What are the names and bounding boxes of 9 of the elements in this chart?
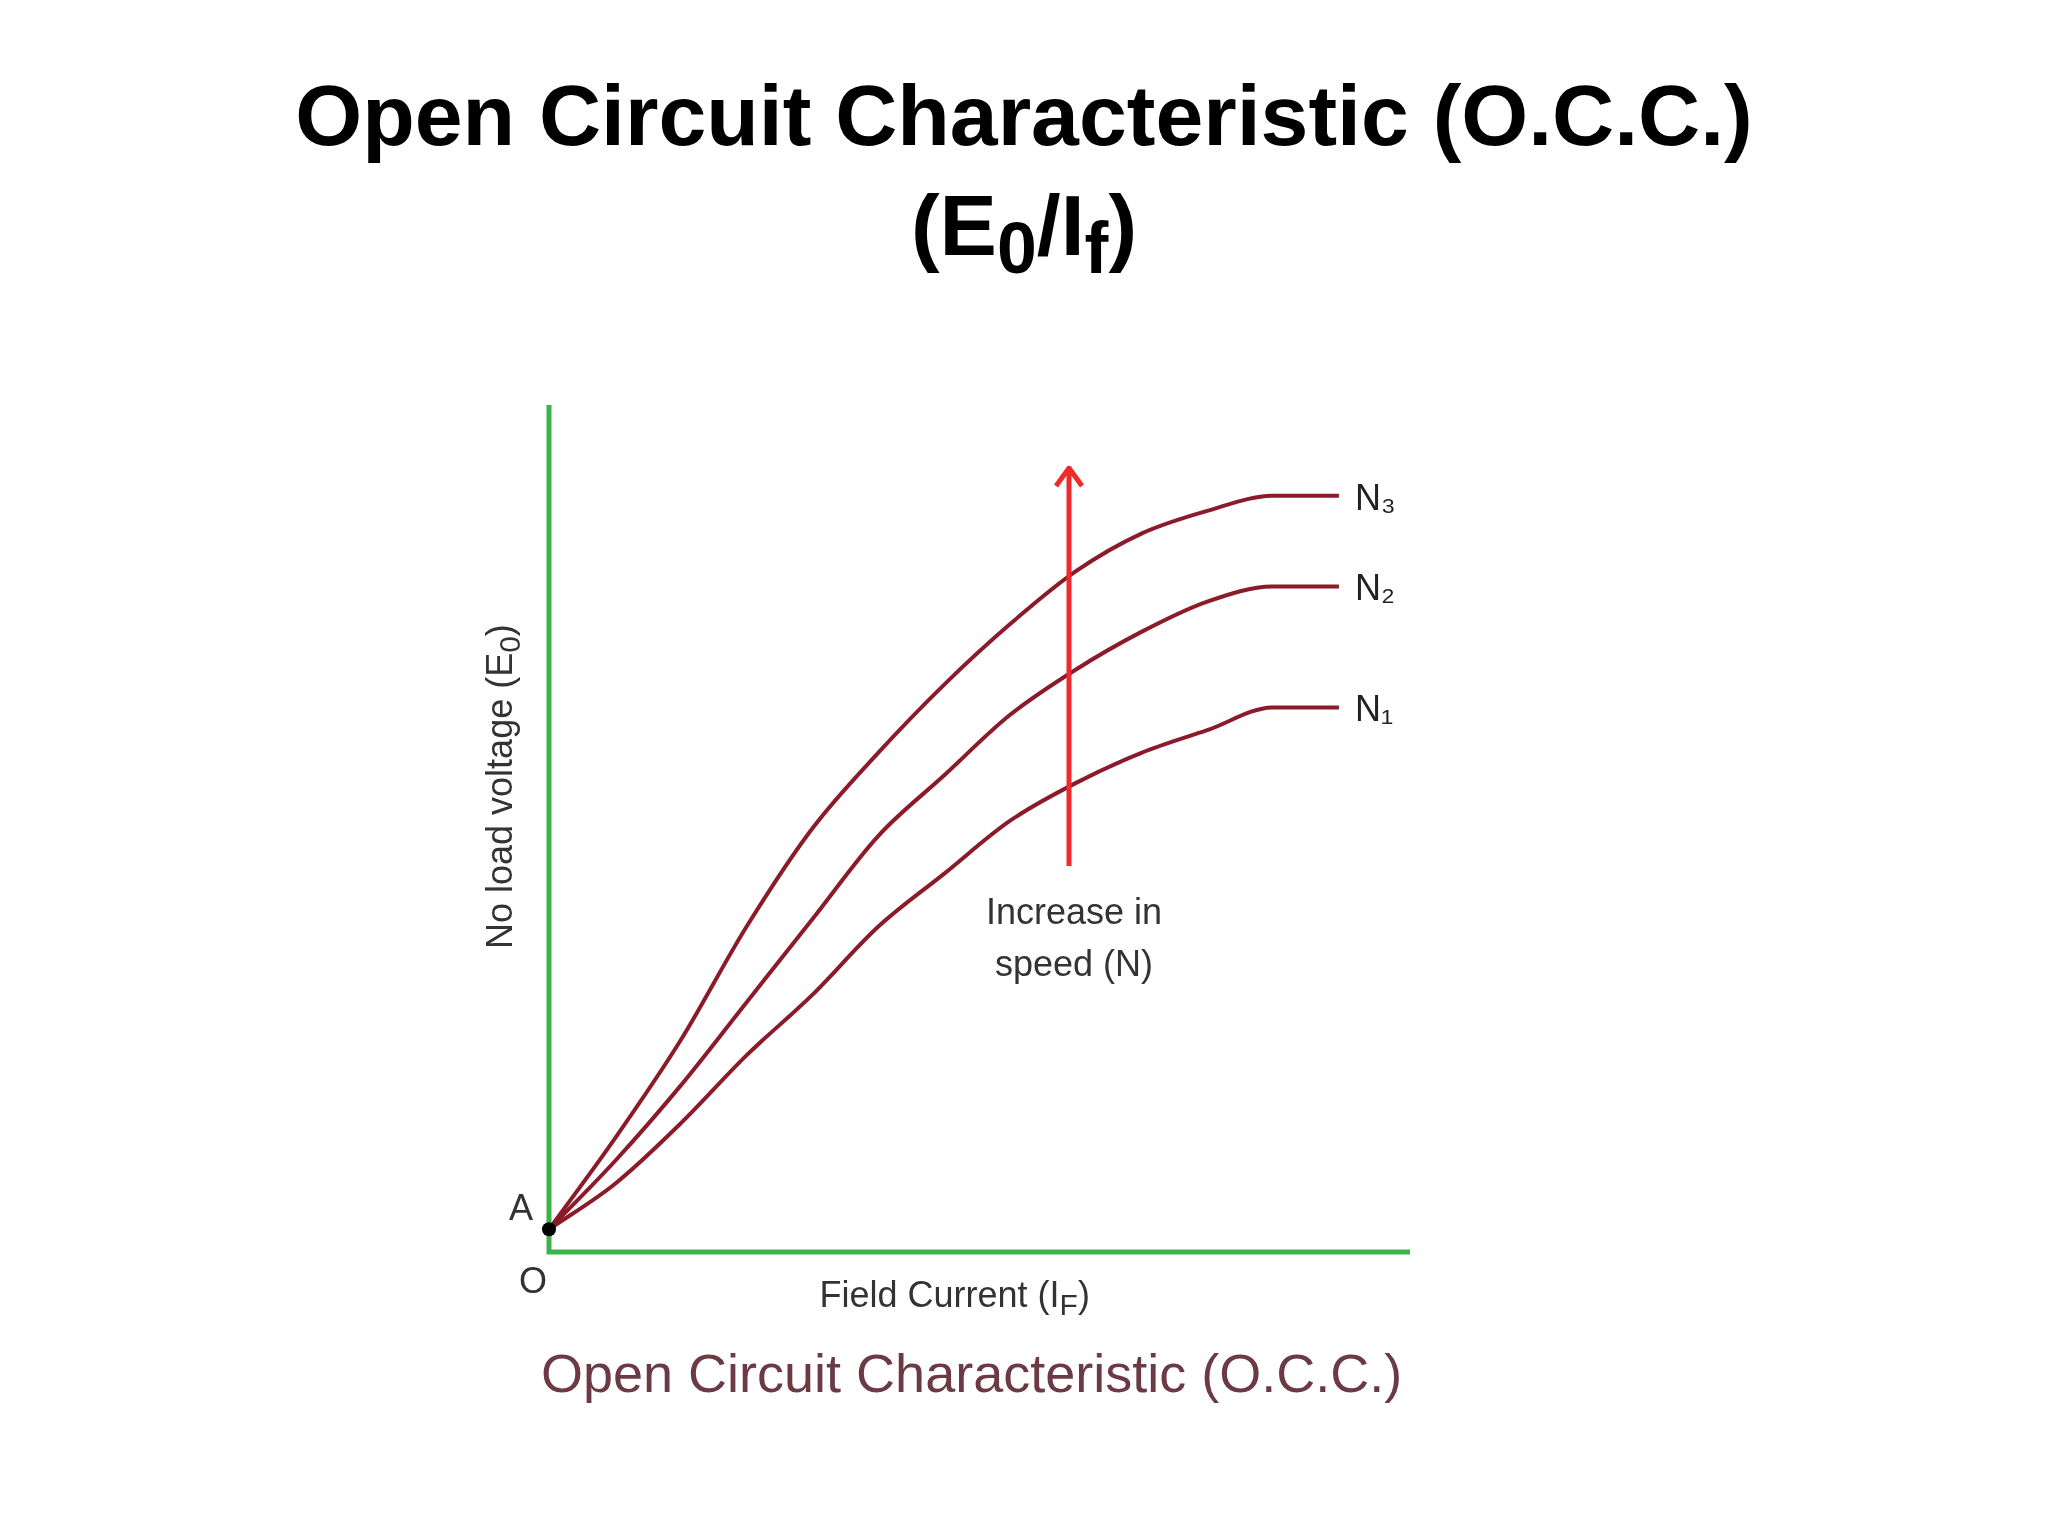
series-label: N₁ [1354, 688, 1394, 730]
series-label: N₂ [1354, 567, 1395, 609]
annotation: Increase in speed (N) [984, 890, 1164, 987]
series-label: N₃ [1354, 476, 1396, 518]
x-axis-title: Field Current (I$_{F}$) [819, 1274, 1090, 1323]
text: O [519, 1260, 548, 1302]
text: A [509, 1187, 534, 1230]
chart-title: Open Circuit Characteristic (O.C.C.) (E$_{0}$/I$_{f}$) [294, 66, 1754, 291]
text: Open Circuit Characteristic (O.C.C.) [541, 1342, 1403, 1404]
